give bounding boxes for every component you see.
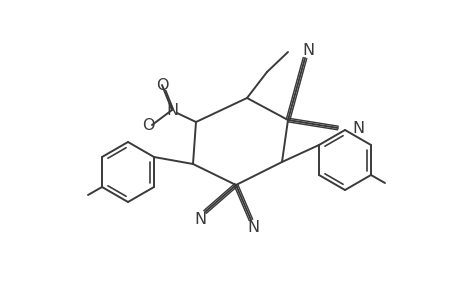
Text: N: N [301,43,313,58]
Text: O: O [156,77,168,92]
Text: N: N [351,121,364,136]
Text: N: N [166,103,178,118]
Text: O: O [141,118,154,133]
Text: N: N [194,212,206,227]
Text: N: N [246,220,258,236]
